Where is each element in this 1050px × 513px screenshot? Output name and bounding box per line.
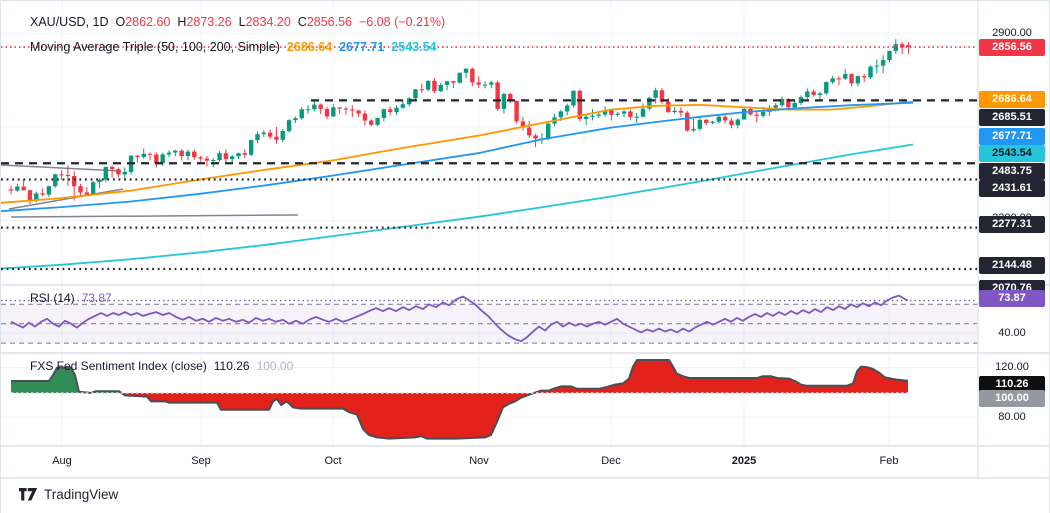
ohlc-key: O	[115, 15, 126, 29]
ohlc-key: C	[297, 15, 307, 29]
ohlc-values: O2862.60 H2873.26 L2834.20 C2856.56	[116, 15, 360, 29]
ohlc-value: 2862.60	[125, 15, 171, 29]
fed-baseline-value: 100.00	[256, 359, 294, 373]
ohlc-key: L	[238, 15, 246, 29]
symbol-title: XAU/USD, 1D	[30, 15, 109, 29]
tradingview-logo[interactable]: TradingView	[19, 487, 118, 502]
ma-legend-label: Moving Average Triple (50, 100, 200, Sim…	[30, 40, 280, 54]
time-axis-label: 2025	[731, 455, 757, 467]
axis-price-label: 80.00	[998, 411, 1026, 423]
time-axis-label: Dec	[601, 455, 621, 467]
price-badge: 100.00	[979, 389, 1045, 407]
change-value: −6.08 (−0.21%)	[359, 15, 446, 29]
fed-legend[interactable]: FXS Fed Sentiment Index (close) 110.26 100…	[30, 359, 293, 373]
price-badge: 2144.48	[979, 256, 1045, 274]
tradingview-logo-icon	[19, 488, 38, 501]
ohlc-key: H	[177, 15, 187, 29]
axis-price-label: 2900.00	[992, 27, 1032, 39]
ma200-value: 2543.54	[391, 40, 437, 54]
ohlc-value: 2873.26	[186, 15, 232, 29]
price-badge: 2686.64	[979, 90, 1045, 108]
price-badge: 2677.71	[979, 127, 1045, 145]
rsi-label: RSI (14)	[30, 291, 75, 305]
price-badge: 2685.51	[979, 108, 1045, 126]
ohlc-value: 2856.56	[306, 15, 352, 29]
time-axis-label: Nov	[469, 455, 489, 467]
fed-value: 110.26	[213, 359, 250, 373]
time-axis-label: Feb	[879, 455, 899, 467]
time-axis-label: Sep	[191, 455, 211, 467]
tradingview-logo-text: TradingView	[44, 487, 119, 502]
axis-price-label: 120.00	[995, 361, 1029, 373]
rsi-value: 73.87	[81, 291, 112, 305]
ma50-value: 2686.64	[286, 40, 333, 54]
fed-label: FXS Fed Sentiment Index (close)	[30, 359, 207, 373]
price-badge: 2277.31	[979, 215, 1045, 233]
price-badge: 2431.61	[979, 179, 1045, 197]
price-badge: 2483.75	[979, 162, 1045, 180]
time-axis[interactable]: Aug Sep Oct Nov Dec 2025 Feb	[1, 446, 978, 478]
ma-legend[interactable]: Moving Average Triple (50, 100, 200, Sim…	[30, 40, 436, 54]
rsi-legend[interactable]: RSI (14) 73.87	[30, 291, 112, 305]
price-badge: 2856.56	[979, 38, 1045, 56]
chart-canvas[interactable]	[1, 1, 1050, 479]
time-axis-label: Oct	[324, 455, 342, 467]
price-badge: 110.26	[979, 375, 1045, 393]
axis-price-label: 40.00	[998, 327, 1026, 339]
price-badge: 73.87	[979, 289, 1045, 307]
price-badge: 2543.54	[979, 144, 1045, 162]
time-axis-label: Aug	[52, 455, 72, 467]
ma100-value: 2677.71	[339, 40, 385, 54]
symbol-legend[interactable]: XAU/USD, 1D O2862.60 H2873.26 L2834.20 C2856…	[30, 15, 445, 29]
ohlc-value: 2834.20	[245, 15, 291, 29]
